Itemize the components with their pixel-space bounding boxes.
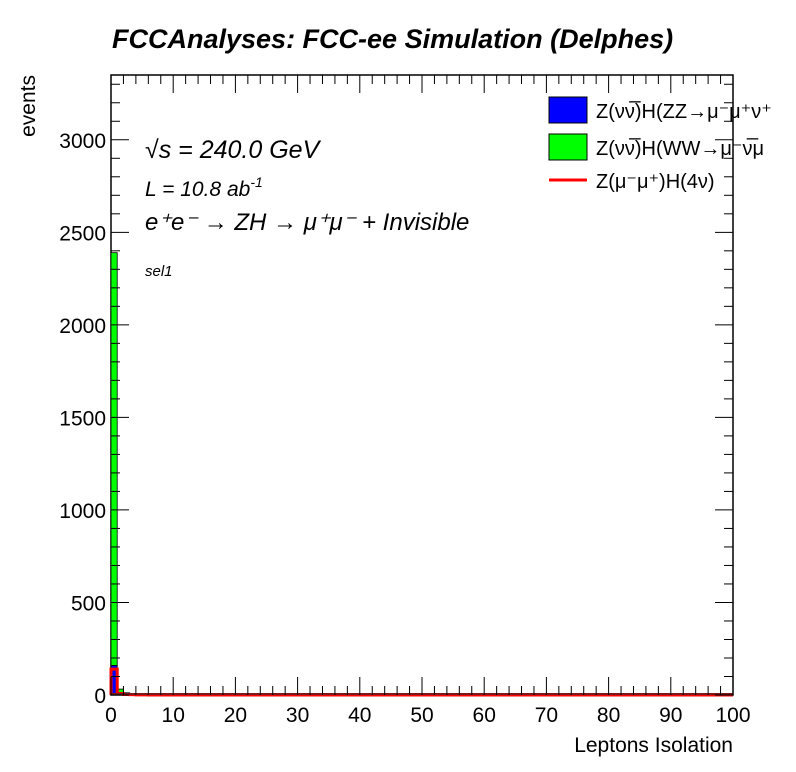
x-tick-label: 70 — [535, 704, 558, 727]
x-tick-label: 100 — [715, 704, 750, 727]
x-tick-label: 10 — [162, 704, 185, 727]
plot-frame — [110, 74, 734, 696]
chart-title: FCCAnalyses: FCC-ee Simulation (Delphes) — [112, 24, 673, 54]
legend: Z(νν̅)H(ZZ→μ⁻μ⁺ν⁺ Z(νν̅)H(WW→μ⁻ν̅μ Z(μ⁻μ… — [548, 96, 772, 193]
x-axis-ticks: 0 10 20 30 40 50 60 70 80 90 100 — [105, 75, 751, 727]
x-tick-label: 80 — [597, 704, 620, 727]
y-tick-label: 2000 — [59, 315, 106, 338]
y-tick-label: 1500 — [59, 407, 106, 430]
y-tick-label: 2500 — [59, 222, 106, 245]
x-tick-label: 40 — [348, 704, 371, 727]
luminosity-exponent: -1 — [250, 174, 262, 190]
x-tick-label: 30 — [286, 704, 309, 727]
y-tick-label: 1000 — [59, 500, 106, 523]
histogram-bar — [110, 252, 118, 666]
y-tick-label: 0 — [94, 685, 106, 708]
y-axis-label: events — [17, 75, 40, 137]
legend-label-ww: Z(νν̅)H(WW→μ⁻ν̅μ — [596, 137, 764, 160]
legend-label-zz: Z(νν̅)H(ZZ→μ⁻μ⁺ν⁺ — [596, 100, 772, 123]
y-tick-label: 500 — [71, 592, 106, 615]
sqrt-s-annotation: √s = 240.0 GeV — [145, 136, 322, 164]
y-axis-ticks: 0 500 1000 1500 2000 2500 3000 — [59, 83, 733, 708]
x-tick-label: 0 — [105, 704, 117, 727]
histogram-bars — [110, 252, 155, 696]
x-tick-label: 20 — [224, 704, 247, 727]
legend-swatch-zz — [548, 96, 588, 124]
legend-swatch-ww — [548, 133, 588, 161]
x-tick-label: 50 — [410, 704, 433, 727]
legend-label-4nu: Z(μ⁻μ⁺)H(4ν) — [596, 171, 715, 193]
x-axis-label: Leptons Isolation — [574, 734, 733, 757]
luminosity-annotation: L = 10.8 ab-1 — [145, 174, 263, 201]
y-tick-label: 3000 — [59, 130, 106, 153]
luminosity-main: L = 10.8 ab — [145, 178, 251, 201]
process-annotation: e⁺e⁻ → ZH → μ⁺μ⁻ + Invisible — [145, 209, 469, 236]
x-tick-label: 60 — [473, 704, 496, 727]
x-tick-label: 90 — [659, 704, 682, 727]
selection-annotation: sel1 — [145, 263, 173, 280]
